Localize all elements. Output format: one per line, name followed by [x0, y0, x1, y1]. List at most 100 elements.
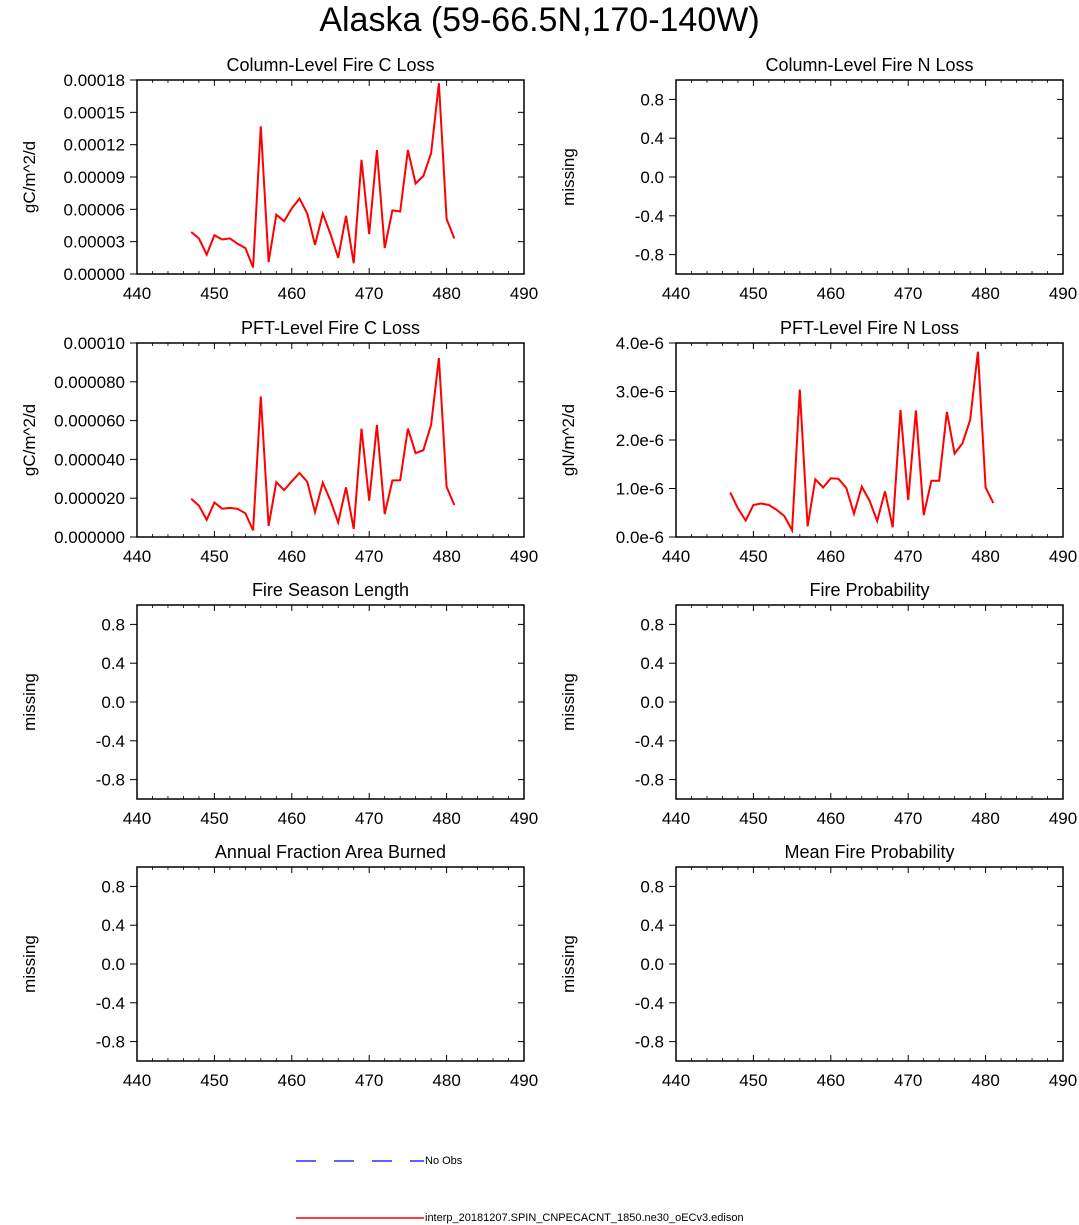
y-tick-label: 0.8: [101, 877, 125, 896]
chart-title: Fire Probability: [809, 580, 929, 600]
y-tick-label: -0.4: [96, 732, 125, 751]
y-axis-label: missing: [20, 673, 39, 731]
y-tick-label: 0.0: [640, 955, 664, 974]
x-tick-label: 440: [123, 284, 151, 303]
chart-title: Column-Level Fire C Loss: [226, 55, 434, 75]
y-tick-label: 0.4: [101, 654, 125, 673]
y-tick-label: -0.8: [635, 771, 664, 790]
x-tick-label: 480: [971, 284, 999, 303]
y-tick-label: 0.00006: [64, 200, 125, 219]
x-tick-label: 460: [817, 1071, 845, 1090]
chart-title: PFT-Level Fire C Loss: [241, 318, 420, 338]
x-tick-label: 450: [200, 284, 228, 303]
chart-title: Mean Fire Probability: [784, 842, 954, 862]
y-tick-label: 0.4: [640, 654, 664, 673]
x-tick-label: 480: [971, 1071, 999, 1090]
chart-panel: Mean Fire Probability missing 440 450 460 470…: [559, 842, 1077, 1090]
y-tick-label: 0.0e-6: [616, 528, 664, 547]
x-tick-label: 490: [1049, 809, 1077, 828]
y-tick-label: -0.8: [635, 246, 664, 265]
legend-label-no-obs: No Obs: [425, 1155, 463, 1167]
y-tick-label: 0.8: [640, 90, 664, 109]
y-tick-label: 4.0e-6: [616, 334, 664, 353]
y-tick-label: 0.00009: [64, 168, 125, 187]
chart-title: Annual Fraction Area Burned: [215, 842, 446, 862]
y-axis-label: missing: [559, 673, 578, 731]
x-tick-label: 450: [200, 809, 228, 828]
y-tick-label: 0.0: [101, 955, 125, 974]
y-tick-label: 0.8: [640, 877, 664, 896]
y-tick-label: 0.000000: [54, 528, 125, 547]
y-tick-label: 0.0: [640, 168, 664, 187]
y-tick-label: 0.4: [640, 129, 664, 148]
x-tick-label: 470: [894, 809, 922, 828]
x-tick-label: 440: [662, 284, 690, 303]
plot-frame: [136, 342, 525, 538]
y-tick-label: -0.4: [96, 994, 125, 1013]
y-tick-label: 0.0: [640, 693, 664, 712]
y-tick-label: 0.4: [101, 916, 125, 935]
x-tick-label: 440: [123, 1071, 151, 1090]
y-tick-label: 0.0: [101, 693, 125, 712]
x-tick-label: 460: [817, 809, 845, 828]
y-axis-label: gC/m^2/d: [20, 404, 39, 476]
y-tick-label: 0.00018: [64, 71, 125, 90]
x-tick-label: 490: [510, 284, 538, 303]
x-tick-label: 470: [894, 547, 922, 566]
y-tick-label: 0.8: [640, 615, 664, 634]
x-tick-label: 480: [971, 809, 999, 828]
y-tick-label: 3.0e-6: [616, 383, 664, 402]
x-tick-label: 480: [432, 1071, 460, 1090]
x-tick-label: 470: [894, 1071, 922, 1090]
x-tick-label: 470: [355, 547, 383, 566]
y-tick-label: 1.0e-6: [616, 480, 664, 499]
x-tick-label: 440: [123, 547, 151, 566]
chart-panel: Fire Season Length missing 440 450 460 470 480…: [20, 580, 538, 828]
figure-title: Alaska (59-66.5N,170-140W): [319, 1, 760, 39]
x-tick-label: 460: [278, 284, 306, 303]
x-tick-label: 460: [278, 809, 306, 828]
x-tick-label: 450: [739, 1071, 767, 1090]
y-tick-label: 0.00010: [64, 334, 125, 353]
x-tick-label: 460: [278, 547, 306, 566]
y-tick-label: -0.8: [635, 1033, 664, 1052]
series-line: [729, 351, 995, 534]
x-tick-label: 490: [1049, 284, 1077, 303]
x-tick-label: 440: [662, 1071, 690, 1090]
x-tick-label: 440: [662, 547, 690, 566]
chart-title: Fire Season Length: [252, 580, 409, 600]
y-tick-label: 0.00000: [64, 265, 125, 284]
chart-panel: Column-Level Fire N Loss missing 440 450 460…: [559, 55, 1077, 303]
y-tick-label: 0.4: [640, 916, 664, 935]
y-tick-label: -0.4: [635, 207, 664, 226]
y-tick-label: 0.000060: [54, 412, 125, 431]
x-tick-label: 480: [971, 547, 999, 566]
chart-panel: Annual Fraction Area Burned missing 440 450…: [20, 842, 538, 1090]
y-tick-label: -0.8: [96, 1033, 125, 1052]
chart-title: PFT-Level Fire N Loss: [780, 318, 959, 338]
x-tick-label: 480: [432, 547, 460, 566]
chart-panel: Fire Probability missing 440 450 460 470 480 49…: [559, 580, 1077, 828]
x-tick-label: 490: [510, 809, 538, 828]
x-tick-label: 480: [432, 809, 460, 828]
y-tick-label: -0.8: [96, 771, 125, 790]
y-tick-label: -0.4: [635, 994, 664, 1013]
series-line: [190, 357, 456, 531]
x-tick-label: 460: [817, 547, 845, 566]
x-tick-label: 440: [662, 809, 690, 828]
x-tick-label: 440: [123, 809, 151, 828]
chart-panel: Column-Level Fire C Loss gC/m^2/d 440 450 46…: [20, 55, 538, 303]
x-tick-label: 470: [355, 1071, 383, 1090]
y-axis-label: missing: [20, 935, 39, 993]
x-tick-label: 470: [355, 284, 383, 303]
y-tick-label: 0.000020: [54, 489, 125, 508]
x-tick-label: 490: [510, 547, 538, 566]
y-tick-label: 0.000080: [54, 373, 125, 392]
chart-panel: PFT-Level Fire N Loss gN/m^2/d 440 450 460 47…: [559, 318, 1077, 566]
x-tick-label: 470: [355, 809, 383, 828]
x-tick-label: 450: [200, 547, 228, 566]
y-tick-label: 2.0e-6: [616, 431, 664, 450]
chart-panel: PFT-Level Fire C Loss gC/m^2/d 440 450 460 47…: [20, 318, 538, 566]
